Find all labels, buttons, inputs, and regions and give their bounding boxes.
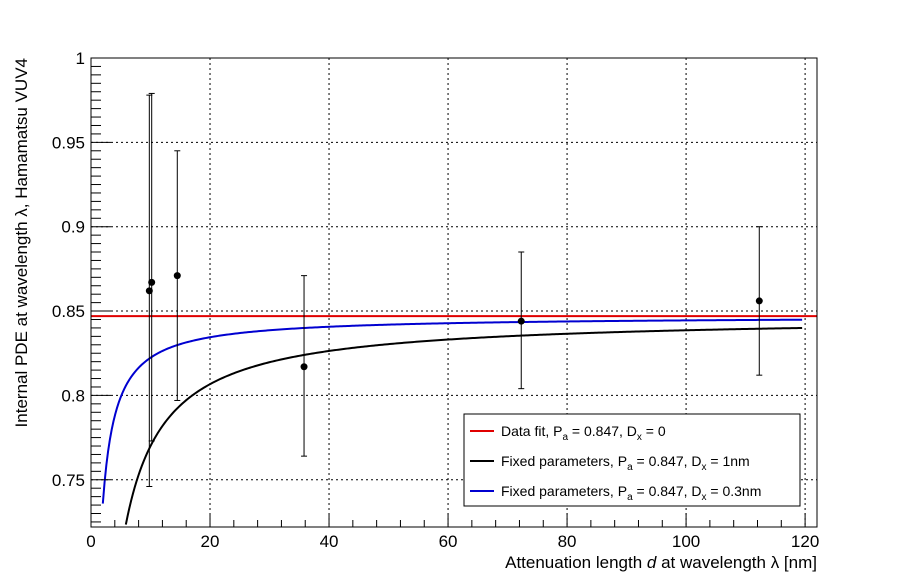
legend: Data fit, Pa = 0.847, Dx = 0 Fixed parame… [463,413,801,507]
data-point [517,317,525,325]
legend-entry-label: Fixed parameters, Pa = 0.847, Dx = 1nm [501,453,750,473]
x-tick-label: 20 [201,532,220,551]
x-tick-label: 120 [791,532,819,551]
y-tick-label: 0.9 [61,218,85,237]
x-axis-label: Attenuation length d at wavelength λ [nm… [505,553,817,572]
curves [91,315,817,525]
series-curve-2 [101,318,803,504]
y-tick-label: 0.8 [61,386,85,405]
legend-entry-label: Data fit, Pa = 0.847, Dx = 0 [501,423,666,443]
y-tick-label: 0.75 [52,471,85,490]
x-tick-label: 100 [672,532,700,551]
x-tick-label: 0 [86,532,95,551]
y-tick-label: 1 [76,49,85,68]
series-curve-1 [124,326,803,525]
plot-frame [90,57,818,528]
data-point [173,272,181,280]
x-tick-label: 80 [558,532,577,551]
data-point [755,297,763,305]
legend-entry-label: Fixed parameters, Pa = 0.847, Dx = 0.3nm [501,483,761,503]
data-points [145,92,763,488]
y-tick-label: 0.95 [52,133,85,152]
data-point [145,287,153,295]
y-tick-label: 0.85 [52,302,85,321]
tick-labels: 0 20 40 60 80 100 120 0.75 0.8 0.85 0.9 0.95 1 [52,49,819,551]
x-tick-label: 60 [439,532,458,551]
data-point [300,363,308,371]
y-axis-label: Internal PDE at wavelength λ, Hamamatsu … [12,58,31,427]
data-point [148,278,156,286]
axis-ticks [90,57,806,527]
legend-box [463,413,801,507]
x-tick-label: 40 [320,532,339,551]
